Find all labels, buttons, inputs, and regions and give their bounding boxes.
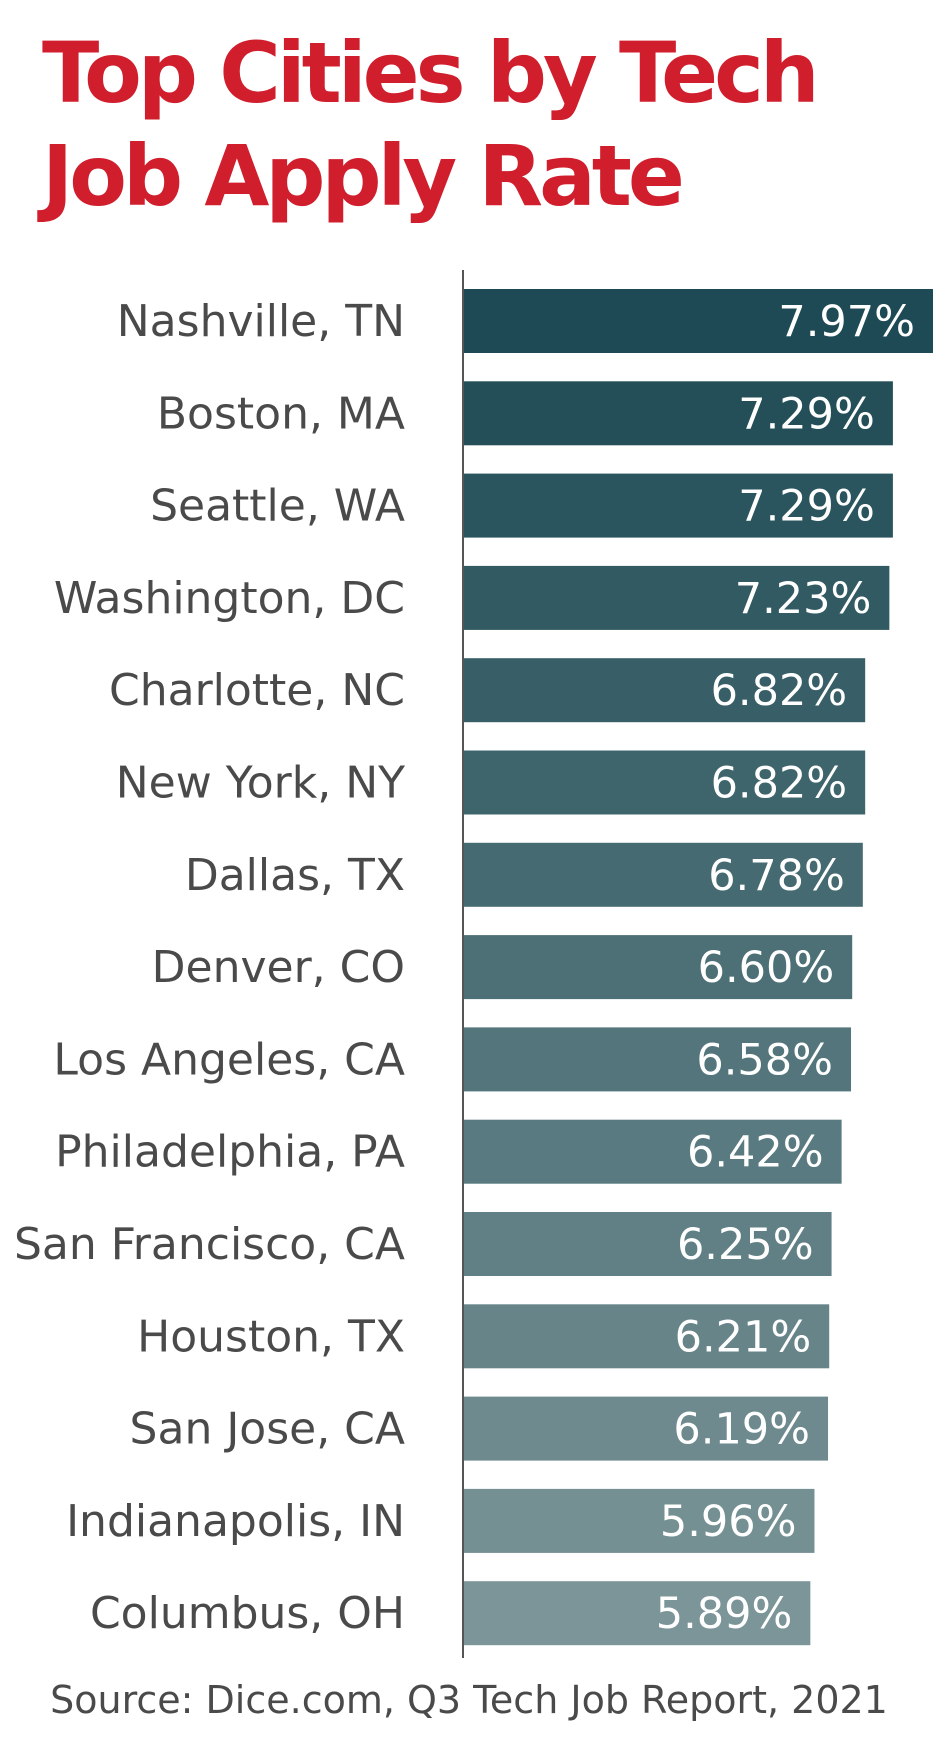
bar-value-label: 6.82%	[711, 666, 848, 716]
source-note: Source: Dice.com, Q3 Tech Job Report, 20…	[50, 1678, 888, 1722]
bar	[463, 1027, 852, 1092]
bar	[463, 842, 863, 907]
category-label: Denver, CO	[152, 942, 405, 993]
bar	[463, 1488, 815, 1553]
bar	[463, 1581, 811, 1646]
bar-value-label: 6.78%	[708, 851, 845, 901]
bar-value-label: 6.42%	[687, 1128, 824, 1178]
bar-value-label: 5.96%	[660, 1497, 797, 1547]
bar	[463, 473, 893, 538]
bar	[463, 935, 853, 1000]
bar-value-label: 7.29%	[738, 389, 875, 439]
bar-value-label: 7.23%	[735, 574, 872, 624]
bar	[463, 750, 866, 815]
bar	[463, 381, 893, 446]
bar-value-label: 7.97%	[778, 297, 915, 347]
category-label: Washington, DC	[54, 573, 405, 624]
bar	[463, 658, 866, 723]
bar	[463, 1119, 842, 1184]
bar-value-label: 6.21%	[675, 1312, 812, 1362]
category-label: Boston, MA	[157, 388, 405, 439]
category-label: Indianapolis, IN	[66, 1496, 405, 1547]
category-label: Philadelphia, PA	[55, 1127, 405, 1178]
category-label: Houston, TX	[137, 1311, 405, 1362]
category-label: Los Angeles, CA	[53, 1034, 405, 1085]
bar-value-label: 6.82%	[711, 759, 848, 809]
bar	[463, 1396, 829, 1461]
bar-value-label: 6.25%	[677, 1220, 814, 1270]
category-label: San Francisco, CA	[14, 1219, 405, 1270]
bar-chart: 7.97% Nashville, TN 7.29% Boston, MA 7.29% Se…	[14, 270, 933, 1658]
category-label: San Jose, CA	[130, 1404, 405, 1455]
bar	[463, 289, 933, 353]
bar	[463, 1304, 830, 1369]
bar-value-label: 6.60%	[698, 943, 835, 993]
category-label: Nashville, TN	[117, 296, 405, 347]
bar-value-label: 5.89%	[656, 1589, 793, 1639]
bar-value-label: 6.19%	[673, 1405, 810, 1455]
bar-value-label: 7.29%	[738, 482, 875, 532]
category-label: Seattle, WA	[150, 481, 405, 532]
chart-title: Top Cities by Tech Job Apply Rate	[42, 24, 820, 225]
bar-value-label: 6.58%	[696, 1035, 833, 1085]
category-label: Dallas, TX	[185, 850, 405, 901]
bar	[463, 565, 890, 630]
bar	[463, 1212, 832, 1276]
category-label: Charlotte, NC	[109, 665, 405, 716]
category-label: New York, NY	[116, 758, 405, 809]
category-label: Columbus, OH	[90, 1588, 405, 1639]
